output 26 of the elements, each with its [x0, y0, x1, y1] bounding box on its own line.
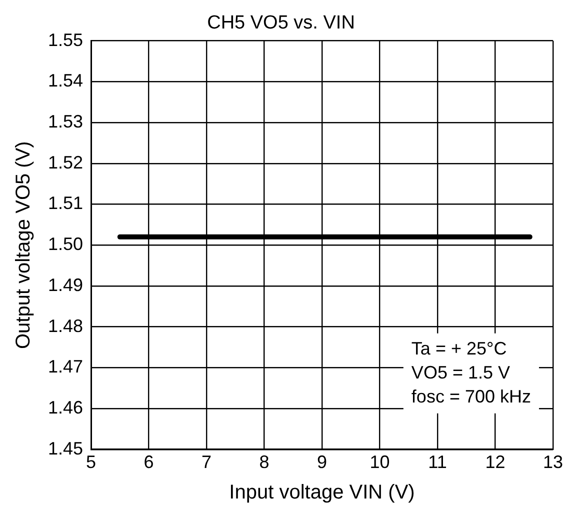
x-tick-label: 6 — [144, 452, 154, 472]
x-tick-label: 9 — [317, 452, 328, 472]
y-axis-title: Output voltage VO5 (V) — [12, 141, 35, 350]
y-tick-label: 1.51 — [48, 193, 84, 214]
annotation: Ta = + 25°C — [411, 338, 507, 358]
x-tick-label: 5 — [86, 452, 96, 472]
x-tick-label: 12 — [485, 452, 506, 472]
x-axis-title: Input voltage VIN (V) — [229, 482, 415, 504]
y-tick-label: 1.46 — [48, 398, 84, 418]
x-tick-label: 13 — [542, 452, 564, 472]
annotation: fosc = 700 kHz — [411, 386, 531, 406]
y-tick-label: 1.52 — [48, 152, 84, 172]
y-tick-label: 1.50 — [48, 234, 84, 254]
y-tick-label: 1.45 — [48, 438, 84, 458]
chart-title: CH5 VO5 vs. VIN — [207, 12, 355, 34]
y-tick-label: 1.53 — [48, 111, 84, 132]
y-tick-label: 1.49 — [48, 274, 84, 295]
y-tick-label: 1.55 — [48, 30, 84, 50]
y-tick-label: 1.48 — [48, 316, 84, 336]
annotation: VO5 = 1.5 V — [411, 362, 510, 382]
y-tick-label: 1.47 — [48, 356, 84, 377]
x-tick-label: 7 — [202, 452, 212, 472]
y-tick-label: 1.54 — [48, 70, 84, 91]
x-tick-label: 8 — [259, 452, 270, 472]
x-tick-label: 11 — [428, 452, 447, 472]
x-tick-label: 10 — [370, 452, 390, 472]
